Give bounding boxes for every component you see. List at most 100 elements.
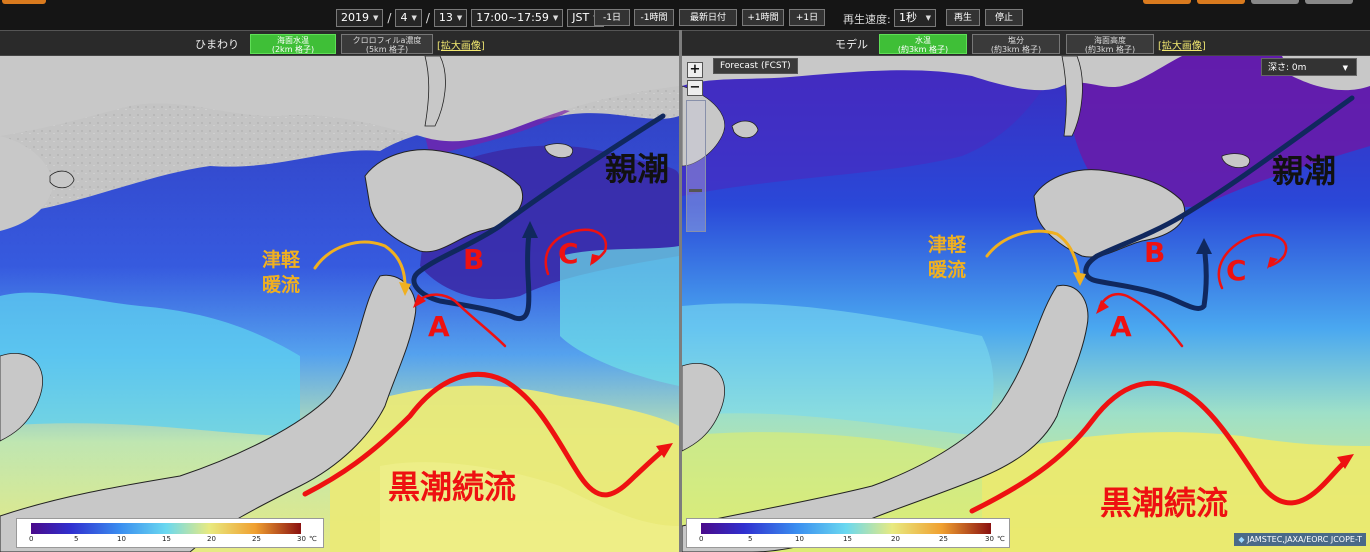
island [49,170,75,189]
month-value: 4 [400,11,408,24]
day-select[interactable]: 13 ▼ [433,9,468,27]
panel-divider [679,30,682,552]
left-map-canvas: 親潮 津軽 暖流 B A C 黒潮続流 [0,56,679,552]
eddy-c-arrow [1217,233,1288,290]
mixed-water-patch [560,246,679,386]
next-hour-button[interactable]: +1時間 [742,9,784,26]
cold-purple-region [1062,56,1370,207]
kuroshio-arrow [969,380,1349,514]
stop-button[interactable]: 停止 [985,9,1023,26]
year-select[interactable]: 2019 ▼ [336,9,384,27]
eddy-c-arrow [544,228,608,276]
warm-water-patch [0,292,300,436]
north-cold-water [682,56,1062,196]
tsugaru-label-1: 津軽 [928,233,967,256]
eddy-c-arrowhead [1267,257,1278,269]
oyashio-arrowhead [522,221,538,238]
tab-chlorophyll-5km[interactable]: クロロフィルa濃度 (5km 格子) [341,34,433,54]
kuroshio-core [380,462,679,552]
tab-sst-2km[interactable]: 海面水温 (2km 格子) [250,34,336,54]
land-mass-west [682,85,725,167]
prev-day-button[interactable]: -1日 [594,9,630,26]
zoom-in-button[interactable]: + [687,62,703,78]
next-day-button[interactable]: +1日 [789,9,825,26]
right-colorbar-gradient [701,523,991,534]
top-right-tab-1[interactable] [1143,0,1191,4]
date-separator: / [387,11,392,25]
land-mass-north [0,56,679,142]
himawari-label: ひまわり [195,38,239,51]
tab-salinity-3km[interactable]: 塩分 (約3km 格子) [972,34,1060,54]
right-model-map[interactable]: 親潮 津軽 暖流 B A C 黒潮続流 + − Forecast (FCST) … [682,56,1370,552]
chevron-down-icon: ▼ [411,14,417,22]
time-select[interactable]: 17:00~17:59 ▼ [471,9,564,27]
kuroshio-arrowhead [656,443,673,458]
colorbar-tick: 20 [891,535,900,543]
colorbar-tick: 25 [939,535,948,543]
chevron-down-icon: ▼ [552,14,559,22]
zoom-out-button[interactable]: − [687,80,703,96]
top-right-tab-4[interactable] [1305,0,1353,4]
top-right-tab-3[interactable] [1251,0,1299,4]
model-label: モデル [835,38,868,51]
left-sst-map[interactable]: 親潮 津軽 暖流 B A C 黒潮続流 0 5 10 15 20 25 30 ℃ [0,56,679,552]
island [544,143,573,158]
chevron-down-icon: ▼ [1342,64,1348,72]
year-value: 2019 [341,11,369,24]
colorbar-tick: 10 [795,535,804,543]
tsugaru-label-2: 暖流 [928,258,966,281]
sakhalin-land [1061,56,1083,137]
left-enlarge-link[interactable]: [拡大画像] [437,41,485,52]
speed-label: 再生速度: [843,13,891,26]
timezone-value: JST [572,11,590,24]
kuroshio-arrow [302,371,668,498]
right-enlarge-link[interactable]: [拡大画像] [1158,41,1206,52]
top-left-accent [2,0,46,4]
mid-latitude-water [682,303,994,436]
right-panel-header: モデル 水温 (約3km 格子) 塩分 (約3km 格子) 海面高度 (約3km… [682,30,1370,56]
zoom-slider[interactable] [686,100,706,232]
eddy-a-arrowhead [1096,300,1109,314]
forecast-badge: Forecast (FCST) [713,58,798,74]
left-enlarge-text[interactable]: 拡大画像 [440,41,481,52]
eddy-a-label: A [428,310,450,343]
left-panel-header: ひまわり 海面水温 (2km 格子) クロロフィルa濃度 (5km 格子) [拡… [0,30,679,56]
date-separator: / [425,11,430,25]
colorbar-tick: 0 [699,535,704,543]
zoom-slider-handle[interactable] [689,189,702,192]
right-colorbar: 0 5 10 15 20 25 30 ℃ [686,518,1010,548]
eddy-c-arrowhead [590,254,600,266]
eddy-c-label: C [558,237,579,270]
oyashio-arrow [411,113,666,322]
depth-select[interactable]: 深さ: 0m ▼ [1261,58,1357,76]
island [1221,153,1250,168]
eddy-b-label: B [1144,236,1165,269]
eddy-a-arrow [416,293,507,348]
top-right-tab-2[interactable] [1197,0,1245,4]
depth-value: 深さ: 0m [1268,63,1307,73]
land-mass-north [682,56,1182,91]
eddy-b-label: B [463,243,484,276]
kuroshio-label: 黒潮続流 [1100,484,1228,522]
play-button[interactable]: 再生 [946,9,980,26]
eddy-c-label: C [1226,254,1247,287]
speed-select[interactable]: 1秒 ▼ [894,9,936,27]
oyashio-arrow [1083,95,1355,311]
month-select[interactable]: 4 ▼ [395,9,422,27]
chevron-down-icon: ▼ [456,14,463,22]
eddy-a-arrow [1098,292,1184,348]
right-enlarge-text[interactable]: 拡大画像 [1161,41,1202,52]
tab-sea-height-3km[interactable]: 海面高度 (約3km 格子) [1066,34,1154,54]
latest-date-button[interactable]: 最新日付 [679,9,737,26]
prev-hour-button[interactable]: -1時間 [634,9,674,26]
colorbar-tick: 25 [252,535,261,543]
diamond-icon: ◆ [1238,535,1245,544]
eddy-a-label: A [1110,310,1132,343]
colorbar-tick: 0 [29,535,34,543]
colorbar-tick: 30 [297,535,306,543]
chevron-down-icon: ▼ [925,14,931,22]
oyashio-label: 親潮 [605,150,669,188]
tab-temperature-3km[interactable]: 水温 (約3km 格子) [879,34,967,54]
tsugaru-arrowhead [1073,272,1086,286]
land-mass-west [0,136,53,231]
